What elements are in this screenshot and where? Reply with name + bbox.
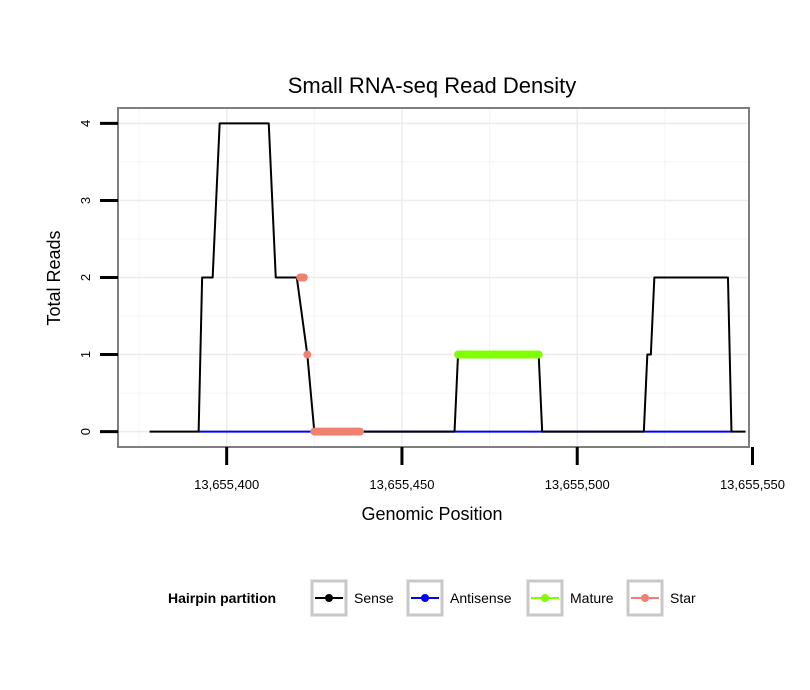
x-tick-label: 13,655,400 bbox=[194, 477, 259, 492]
y-tick-label: 3 bbox=[78, 197, 93, 204]
legend-point-mature bbox=[541, 594, 549, 602]
x-axis-title: Genomic Position bbox=[361, 504, 502, 524]
x-tick-label: 13,655,500 bbox=[545, 477, 610, 492]
y-tick-label: 4 bbox=[78, 120, 93, 127]
legend-point-antisense bbox=[421, 594, 429, 602]
y-tick-label: 2 bbox=[78, 274, 93, 281]
mature-point bbox=[534, 350, 543, 359]
x-axis: 13,655,400 13,655,450 13,655,500 13,655,550 bbox=[194, 447, 785, 492]
star-point bbox=[355, 427, 364, 436]
legend-label-star: Star bbox=[670, 590, 696, 606]
legend-label-antisense: Antisense bbox=[450, 590, 512, 606]
y-axis-title: Total Reads bbox=[44, 230, 64, 325]
y-axis: 0 1 2 3 4 bbox=[78, 120, 118, 435]
sense-line bbox=[149, 122, 746, 433]
legend: Hairpin partition Sense Antisense Mature St… bbox=[168, 579, 696, 617]
chart-title: Small RNA-seq Read Density bbox=[288, 73, 577, 98]
x-tick-label: 13,655,450 bbox=[369, 477, 434, 492]
legend-title: Hairpin partition bbox=[168, 590, 276, 606]
y-tick-label: 1 bbox=[78, 351, 93, 358]
star-point bbox=[303, 350, 312, 359]
star-point bbox=[299, 273, 308, 282]
legend-point-star bbox=[641, 594, 649, 602]
legend-label-sense: Sense bbox=[354, 590, 394, 606]
legend-label-mature: Mature bbox=[570, 590, 614, 606]
data-series bbox=[149, 122, 746, 436]
legend-point-sense bbox=[325, 594, 333, 602]
x-tick-label: 13,655,550 bbox=[720, 477, 785, 492]
y-tick-label: 0 bbox=[78, 428, 93, 435]
